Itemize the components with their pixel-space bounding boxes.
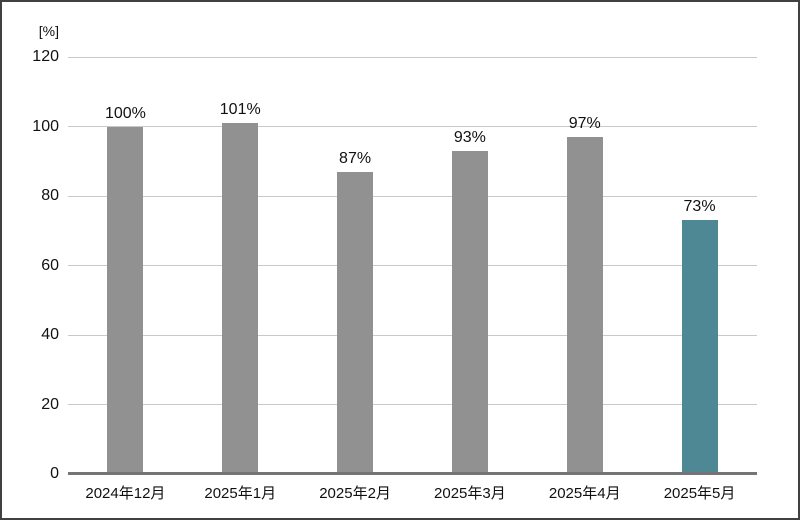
bar (337, 171, 374, 474)
bar-value-label: 101% (219, 101, 261, 119)
gridline (68, 265, 757, 266)
bar-value-label: 87% (339, 149, 372, 167)
x-axis-tick-labels: 2024年12月 2025年1月 2025年2月 2025年3月 2025年4月 2025… (68, 482, 757, 503)
y-tick-label: 40 (41, 326, 59, 343)
bar-value-label: 93% (453, 128, 486, 146)
bar (566, 136, 603, 474)
bar-value-label: 73% (683, 198, 716, 216)
bar-slot: 73% (642, 57, 757, 474)
bar-highlighted (681, 220, 718, 474)
gridline (68, 334, 757, 336)
y-tick-label: 80 (41, 187, 59, 204)
bar (451, 150, 488, 474)
x-tick-label: 2024年12月 (85, 485, 166, 502)
x-tick-label: 2025年5月 (663, 485, 736, 502)
bar (222, 123, 259, 474)
bar-slot: 93% (412, 57, 527, 474)
y-tick-label: 120 (32, 48, 59, 65)
x-axis-line (68, 472, 757, 475)
bar-slot: 101% (183, 57, 298, 474)
gridline (68, 195, 757, 197)
bar-value-label: 97% (568, 114, 601, 132)
x-tick-label: 2025年1月 (204, 485, 277, 502)
gridline (68, 126, 757, 127)
y-tick-label: 20 (41, 395, 59, 413)
gridline (68, 404, 757, 405)
bar-slot: 87% (298, 57, 413, 474)
y-tick-label: 60 (41, 256, 59, 274)
bar-value-label: 100% (104, 104, 146, 122)
gridline (68, 56, 757, 58)
plot-area: 100% 101% 87% 93% 97% 73% (68, 57, 757, 474)
y-axis-unit-label: [%] (38, 23, 59, 39)
y-tick-label: 0 (50, 465, 59, 482)
x-tick-label: 2025年3月 (434, 485, 506, 502)
y-tick-label: 100 (32, 117, 59, 135)
x-tick-label: 2025年4月 (548, 485, 621, 502)
x-tick-label: 2025年2月 (319, 485, 391, 502)
bar-slot: 100% (68, 57, 183, 474)
bar (107, 126, 144, 474)
bar-slot: 97% (527, 57, 642, 474)
